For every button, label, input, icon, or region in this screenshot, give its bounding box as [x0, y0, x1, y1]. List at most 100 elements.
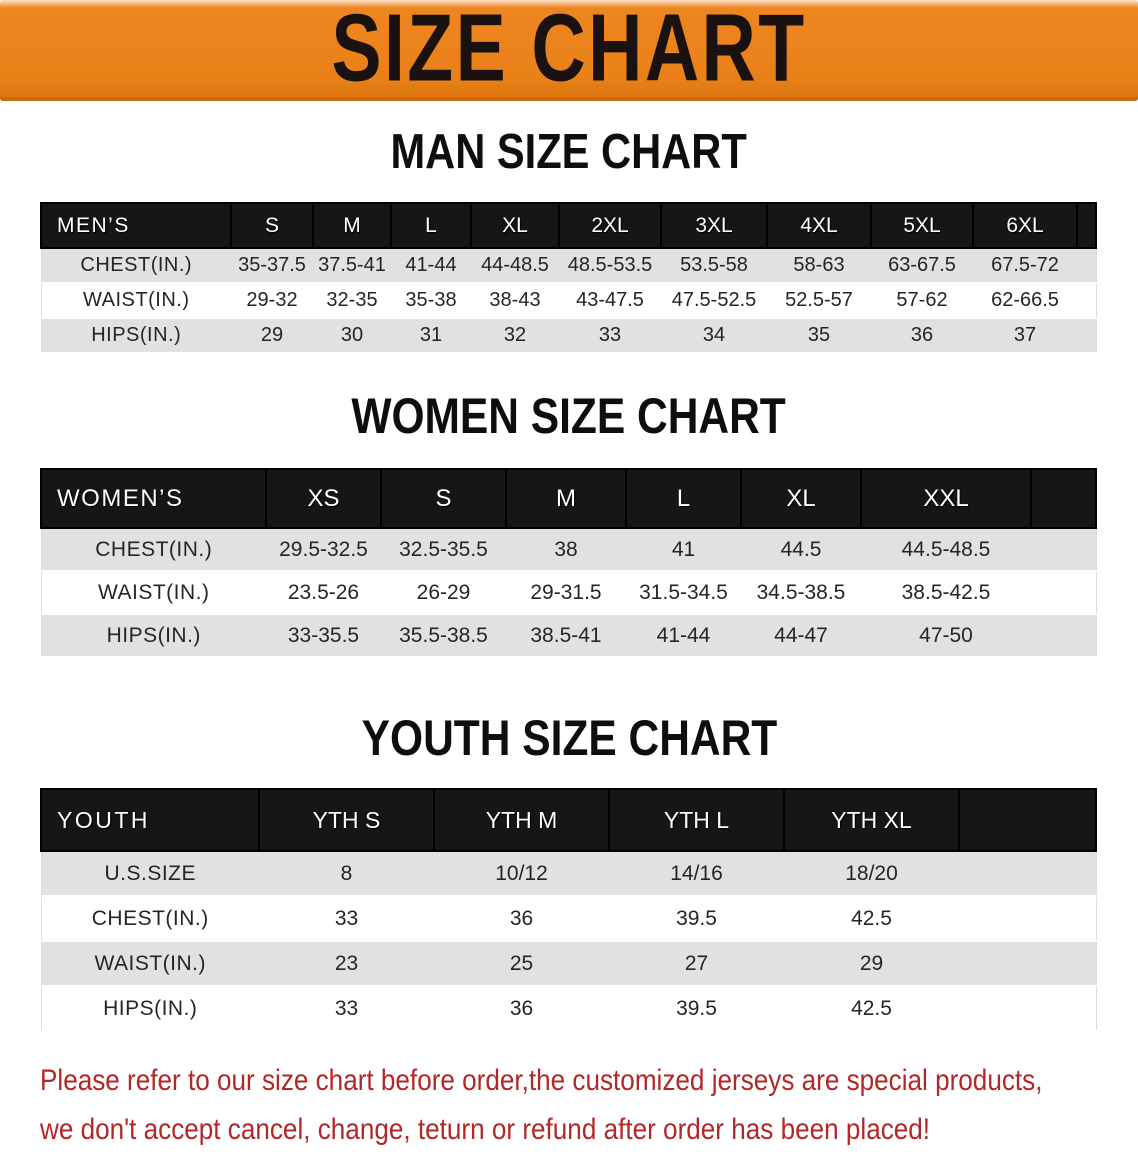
size-value-cell: 29: [784, 941, 959, 987]
size-value-cell: 33: [259, 986, 434, 1032]
measure-row-label: WAIST(IN.): [41, 571, 266, 615]
youth-waist-row: WAIST(IN.) 23 25 27 29: [41, 941, 1096, 987]
youth-ussize-row: U.S.SIZE 8 10/12 14/16 18/20: [41, 851, 1096, 897]
spacer-cell: [1031, 571, 1096, 615]
size-value-cell: 38.5-42.5: [861, 571, 1031, 615]
size-value-cell: 47-50: [861, 614, 1031, 658]
measure-row-label: HIPS(IN.): [41, 318, 231, 354]
size-value-cell: 18/20: [784, 851, 959, 897]
size-value-cell: 35-38: [391, 283, 471, 319]
size-col-header: S: [380, 468, 507, 529]
size-value-cell: 14/16: [609, 851, 784, 897]
size-value-cell: 67.5-72: [973, 248, 1077, 284]
size-chart-banner: SIZE CHART: [0, 0, 1138, 101]
size-value-cell: 44.5: [741, 528, 861, 572]
size-col-header: XXL: [860, 468, 1032, 529]
women-chest-row: CHEST(IN.) 29.5-32.5 32.5-35.5 38 41 44.…: [41, 528, 1096, 572]
size-col-header: XS: [265, 468, 382, 529]
size-value-cell: 23: [259, 941, 434, 987]
size-value-cell: 23.5-26: [266, 571, 381, 615]
women-waist-row: WAIST(IN.) 23.5-26 26-29 29-31.5 31.5-34…: [41, 571, 1096, 615]
size-value-cell: 41-44: [626, 614, 741, 658]
size-col-header: YTH S: [258, 788, 435, 852]
spacer-cell: [1077, 283, 1096, 319]
youth-header-row: YOUTH YTH S YTH M YTH L YTH XL: [40, 788, 1097, 852]
spacer-cell: [958, 788, 1097, 852]
spacer-cell: [959, 896, 1096, 942]
men-size-table: MEN’S S M L XL 2XL 3XL 4XL 5XL 6XL CHEST…: [40, 202, 1097, 354]
size-col-header: YTH XL: [783, 788, 960, 852]
size-value-cell: 43-47.5: [559, 283, 661, 319]
size-value-cell: 35.5-38.5: [381, 614, 506, 658]
size-value-cell: 32-35: [313, 283, 391, 319]
size-value-cell: 33: [259, 896, 434, 942]
size-value-cell: 44.5-48.5: [861, 528, 1031, 572]
size-value-cell: 39.5: [609, 896, 784, 942]
size-col-header: S: [230, 202, 314, 249]
banner-title: SIZE CHART: [331, 0, 807, 101]
women-group-label: WOMEN’S: [40, 468, 267, 529]
size-value-cell: 38: [506, 528, 626, 572]
size-value-cell: 35-37.5: [231, 248, 313, 284]
spacer-cell: [1077, 248, 1096, 284]
size-col-header: XL: [740, 468, 862, 529]
size-value-cell: 33-35.5: [266, 614, 381, 658]
measure-row-label: HIPS(IN.): [41, 614, 266, 658]
size-value-cell: 44-48.5: [471, 248, 559, 284]
size-value-cell: 39.5: [609, 986, 784, 1032]
measure-row-label: CHEST(IN.): [41, 896, 259, 942]
size-value-cell: 52.5-57: [767, 283, 871, 319]
size-value-cell: 42.5: [784, 896, 959, 942]
size-value-cell: 27: [609, 941, 784, 987]
size-value-cell: 26-29: [381, 571, 506, 615]
measure-row-label: WAIST(IN.): [41, 941, 259, 987]
women-size-table: WOMEN’S XS S M L XL XXL CHEST(IN.) 29.5-…: [40, 468, 1097, 658]
spacer-cell: [959, 851, 1096, 897]
disclaimer-line-2: we don't accept cancel, change, teturn o…: [40, 1113, 931, 1146]
size-col-header: 6XL: [972, 202, 1078, 249]
men-chest-row: CHEST(IN.) 35-37.5 37.5-41 41-44 44-48.5…: [41, 248, 1096, 284]
size-value-cell: 63-67.5: [871, 248, 973, 284]
size-value-cell: 37.5-41: [313, 248, 391, 284]
measure-row-label: CHEST(IN.): [41, 528, 266, 572]
men-hips-row: HIPS(IN.) 29 30 31 32 33 34 35 36 37: [41, 318, 1096, 354]
men-section-heading: MAN SIZE CHART: [390, 125, 748, 179]
size-value-cell: 8: [259, 851, 434, 897]
size-col-header: 3XL: [660, 202, 768, 249]
size-value-cell: 30: [313, 318, 391, 354]
measure-row-label: CHEST(IN.): [41, 248, 231, 284]
size-value-cell: 29.5-32.5: [266, 528, 381, 572]
size-col-header: L: [625, 468, 742, 529]
size-value-cell: 35: [767, 318, 871, 354]
spacer-cell: [1076, 202, 1097, 249]
size-col-header: M: [312, 202, 392, 249]
women-section-heading: WOMEN SIZE CHART: [351, 388, 787, 444]
measure-row-label: WAIST(IN.): [41, 283, 231, 319]
size-value-cell: 47.5-52.5: [661, 283, 767, 319]
size-value-cell: 38-43: [471, 283, 559, 319]
size-value-cell: 57-62: [871, 283, 973, 319]
size-value-cell: 10/12: [434, 851, 609, 897]
measure-row-label: HIPS(IN.): [41, 986, 259, 1032]
size-col-header: 2XL: [558, 202, 662, 249]
size-value-cell: 53.5-58: [661, 248, 767, 284]
size-value-cell: 48.5-53.5: [559, 248, 661, 284]
size-value-cell: 31.5-34.5: [626, 571, 741, 615]
order-disclaimer: Please refer to our size chart before or…: [40, 1056, 1042, 1154]
size-value-cell: 41-44: [391, 248, 471, 284]
youth-hips-row: HIPS(IN.) 33 36 39.5 42.5: [41, 986, 1096, 1032]
size-value-cell: 34: [661, 318, 767, 354]
spacer-cell: [1031, 614, 1096, 658]
size-value-cell: 41: [626, 528, 741, 572]
size-value-cell: 62-66.5: [973, 283, 1077, 319]
spacer-cell: [959, 986, 1096, 1032]
youth-group-label: YOUTH: [40, 788, 260, 852]
size-value-cell: 34.5-38.5: [741, 571, 861, 615]
size-value-cell: 29-31.5: [506, 571, 626, 615]
size-value-cell: 37: [973, 318, 1077, 354]
size-value-cell: 33: [559, 318, 661, 354]
men-header-row: MEN’S S M L XL 2XL 3XL 4XL 5XL 6XL: [40, 202, 1097, 249]
size-value-cell: 58-63: [767, 248, 871, 284]
size-col-header: M: [505, 468, 627, 529]
